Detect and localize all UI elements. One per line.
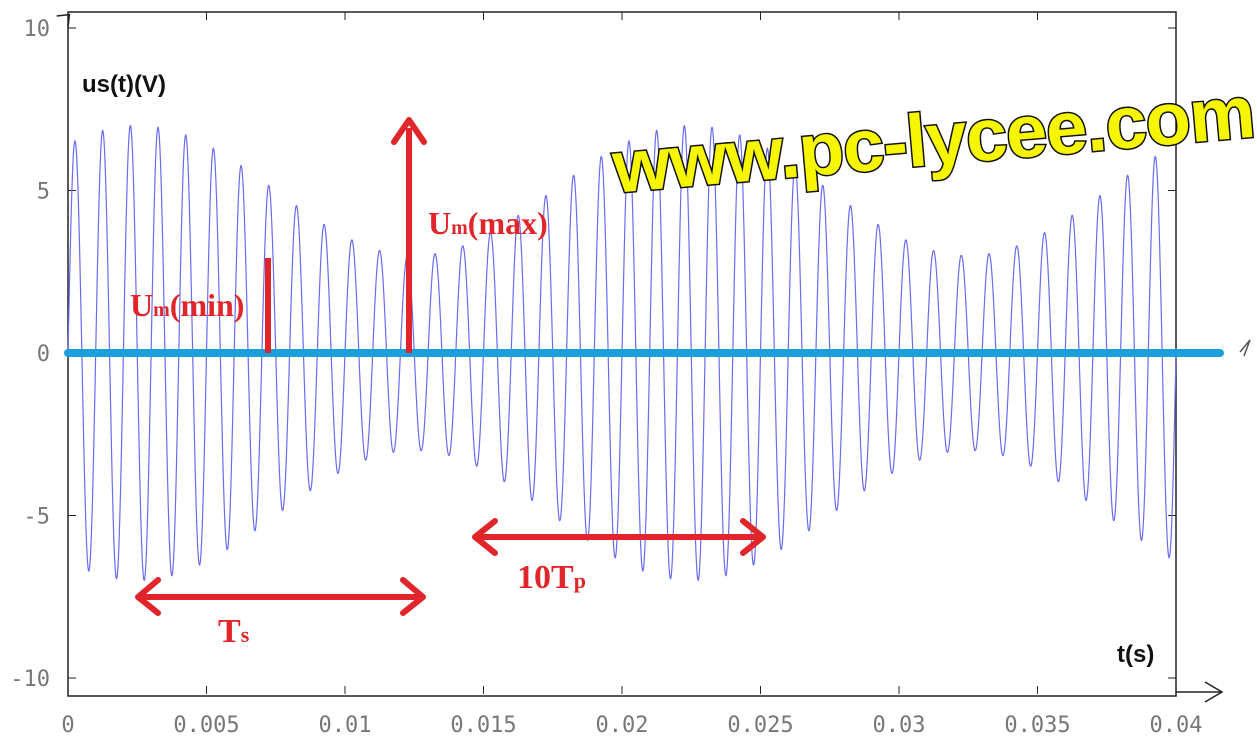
y-axis-arrow bbox=[56, 13, 71, 28]
x-tick-label: 0.025 bbox=[727, 713, 793, 738]
ts-arrow-left-head bbox=[135, 577, 161, 616]
x-axis-label: t(s) bbox=[1117, 641, 1154, 668]
x-tick-label: 0.005 bbox=[173, 713, 239, 738]
um-min-label: Um(min) bbox=[130, 287, 244, 323]
y-tick-label: -5 bbox=[24, 505, 51, 530]
annotations-layer bbox=[135, 117, 766, 616]
y-tick-label: 5 bbox=[37, 180, 50, 205]
um-max-arrow-head bbox=[391, 117, 427, 145]
zero-line-arrow bbox=[1239, 339, 1251, 357]
ts-arrow-right-head bbox=[400, 577, 426, 616]
um-max-label: Um(max) bbox=[428, 205, 548, 241]
watermark: www.pc-lycee.com bbox=[608, 70, 1257, 209]
x-tick-label: 0.04 bbox=[1150, 713, 1203, 738]
x-tick-label: 0.02 bbox=[596, 713, 649, 738]
y-tick-label: -10 bbox=[10, 667, 50, 692]
tp-label: 10Tp bbox=[517, 559, 586, 596]
tp-arrow-left-head bbox=[472, 518, 498, 556]
axis-ticks: 0 0.005 0.01 0.015 0.02 0.025 0.03 0.035 0.04 10 5… bbox=[10, 12, 1202, 738]
ts-label: Ts bbox=[218, 613, 250, 650]
x-tick-label: 0.035 bbox=[1004, 713, 1070, 738]
y-tick-label: 0 bbox=[37, 342, 50, 367]
y-axis-label: us(t)(V) bbox=[82, 71, 166, 98]
y-tick-label: 10 bbox=[24, 17, 51, 42]
tp-arrow-right-head bbox=[740, 518, 766, 556]
x-tick-label: 0.01 bbox=[319, 713, 372, 738]
signal-layer bbox=[64, 124, 1224, 582]
x-tick-label: 0.03 bbox=[873, 713, 926, 738]
x-tick-label: 0 bbox=[61, 713, 74, 738]
x-tick-label: 0.015 bbox=[450, 713, 516, 738]
